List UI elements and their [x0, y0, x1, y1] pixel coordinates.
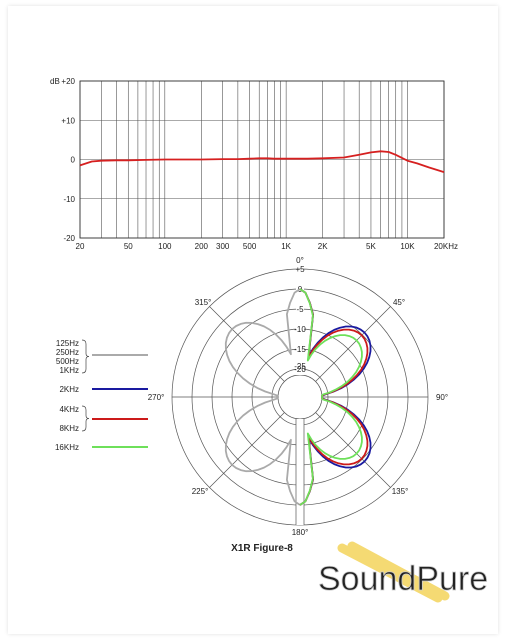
x-tick-label: 50 — [124, 242, 133, 251]
legend-label: 2KHz — [59, 385, 79, 394]
legend-brace — [81, 339, 90, 374]
freq-response-curve — [79, 150, 445, 173]
x-tick-label: 500 — [243, 242, 257, 251]
angle-label: 135° — [392, 487, 409, 496]
y-axis-label: dB — [50, 77, 60, 86]
y-tick-label: -20 — [63, 234, 75, 243]
radial-tick-label: -15 — [294, 345, 306, 354]
freq-response-axis-labels: +20 +10 0 -10 -20 dB 20 50 100 200 300 500 1K 2K 5K 10K… — [50, 77, 458, 251]
legend-label: 125Hz — [56, 339, 79, 348]
legend-label: 250Hz — [56, 348, 79, 357]
angle-label: 90° — [436, 393, 448, 402]
polar-spoke — [209, 306, 285, 382]
label-strip — [296, 419, 304, 525]
x-tick-label: 5K — [366, 242, 376, 251]
angle-label: 315° — [195, 298, 212, 307]
x-tick-label: 20KHz — [434, 242, 458, 251]
response-line — [79, 150, 445, 173]
x-tick-label: 2K — [318, 242, 328, 251]
caption: X1R Figure-8 — [231, 543, 293, 554]
logo-text: SoundPure — [318, 560, 488, 598]
angle-label: 225° — [192, 487, 209, 496]
plot-frame — [79, 80, 445, 239]
logo-stroke-icon — [337, 541, 450, 603]
y-tick-label: +10 — [61, 116, 75, 125]
legend-label: 500Hz — [56, 357, 79, 366]
angle-label: 180° — [292, 528, 309, 537]
radial-tick-label: +5 — [295, 265, 305, 274]
legend-brace — [81, 405, 90, 432]
label-strip — [296, 269, 304, 375]
y-tick-label: +20 — [61, 77, 75, 86]
legend-label: 4KHz — [59, 405, 79, 414]
x-tick-label: 300 — [216, 242, 230, 251]
angle-label: 45° — [393, 298, 405, 307]
radial-tick-label: -20 — [294, 365, 306, 374]
x-tick-label: 10K — [400, 242, 415, 251]
legend-label: 16KHz — [55, 443, 79, 452]
x-tick-label: 20 — [76, 242, 85, 251]
polar-pattern-line — [299, 288, 363, 506]
polar-center — [277, 374, 323, 420]
legend-label: 8KHz — [59, 424, 79, 433]
radial-tick-label: -25 — [294, 362, 306, 371]
polar-spoke — [209, 412, 285, 488]
radial-tick-label: -5 — [296, 305, 304, 314]
y-tick-label: 0 — [71, 156, 76, 165]
polar-spoke — [315, 306, 391, 382]
x-tick-label: 1K — [281, 242, 291, 251]
angle-label: 270° — [148, 393, 165, 402]
polar-curves — [224, 288, 372, 506]
x-tick-label: 100 — [158, 242, 172, 251]
chart-sheet — [8, 6, 498, 634]
polar-grid — [171, 268, 429, 526]
radial-tick-label: -10 — [294, 325, 306, 334]
polar-pattern-line — [224, 288, 301, 506]
polar-spoke — [315, 412, 391, 488]
x-tick-label: 200 — [195, 242, 209, 251]
angle-label: 0° — [296, 256, 304, 265]
legend-label: 1KHz — [59, 366, 79, 375]
y-tick-label: -10 — [63, 195, 75, 204]
logo: SoundPure — [318, 541, 489, 603]
